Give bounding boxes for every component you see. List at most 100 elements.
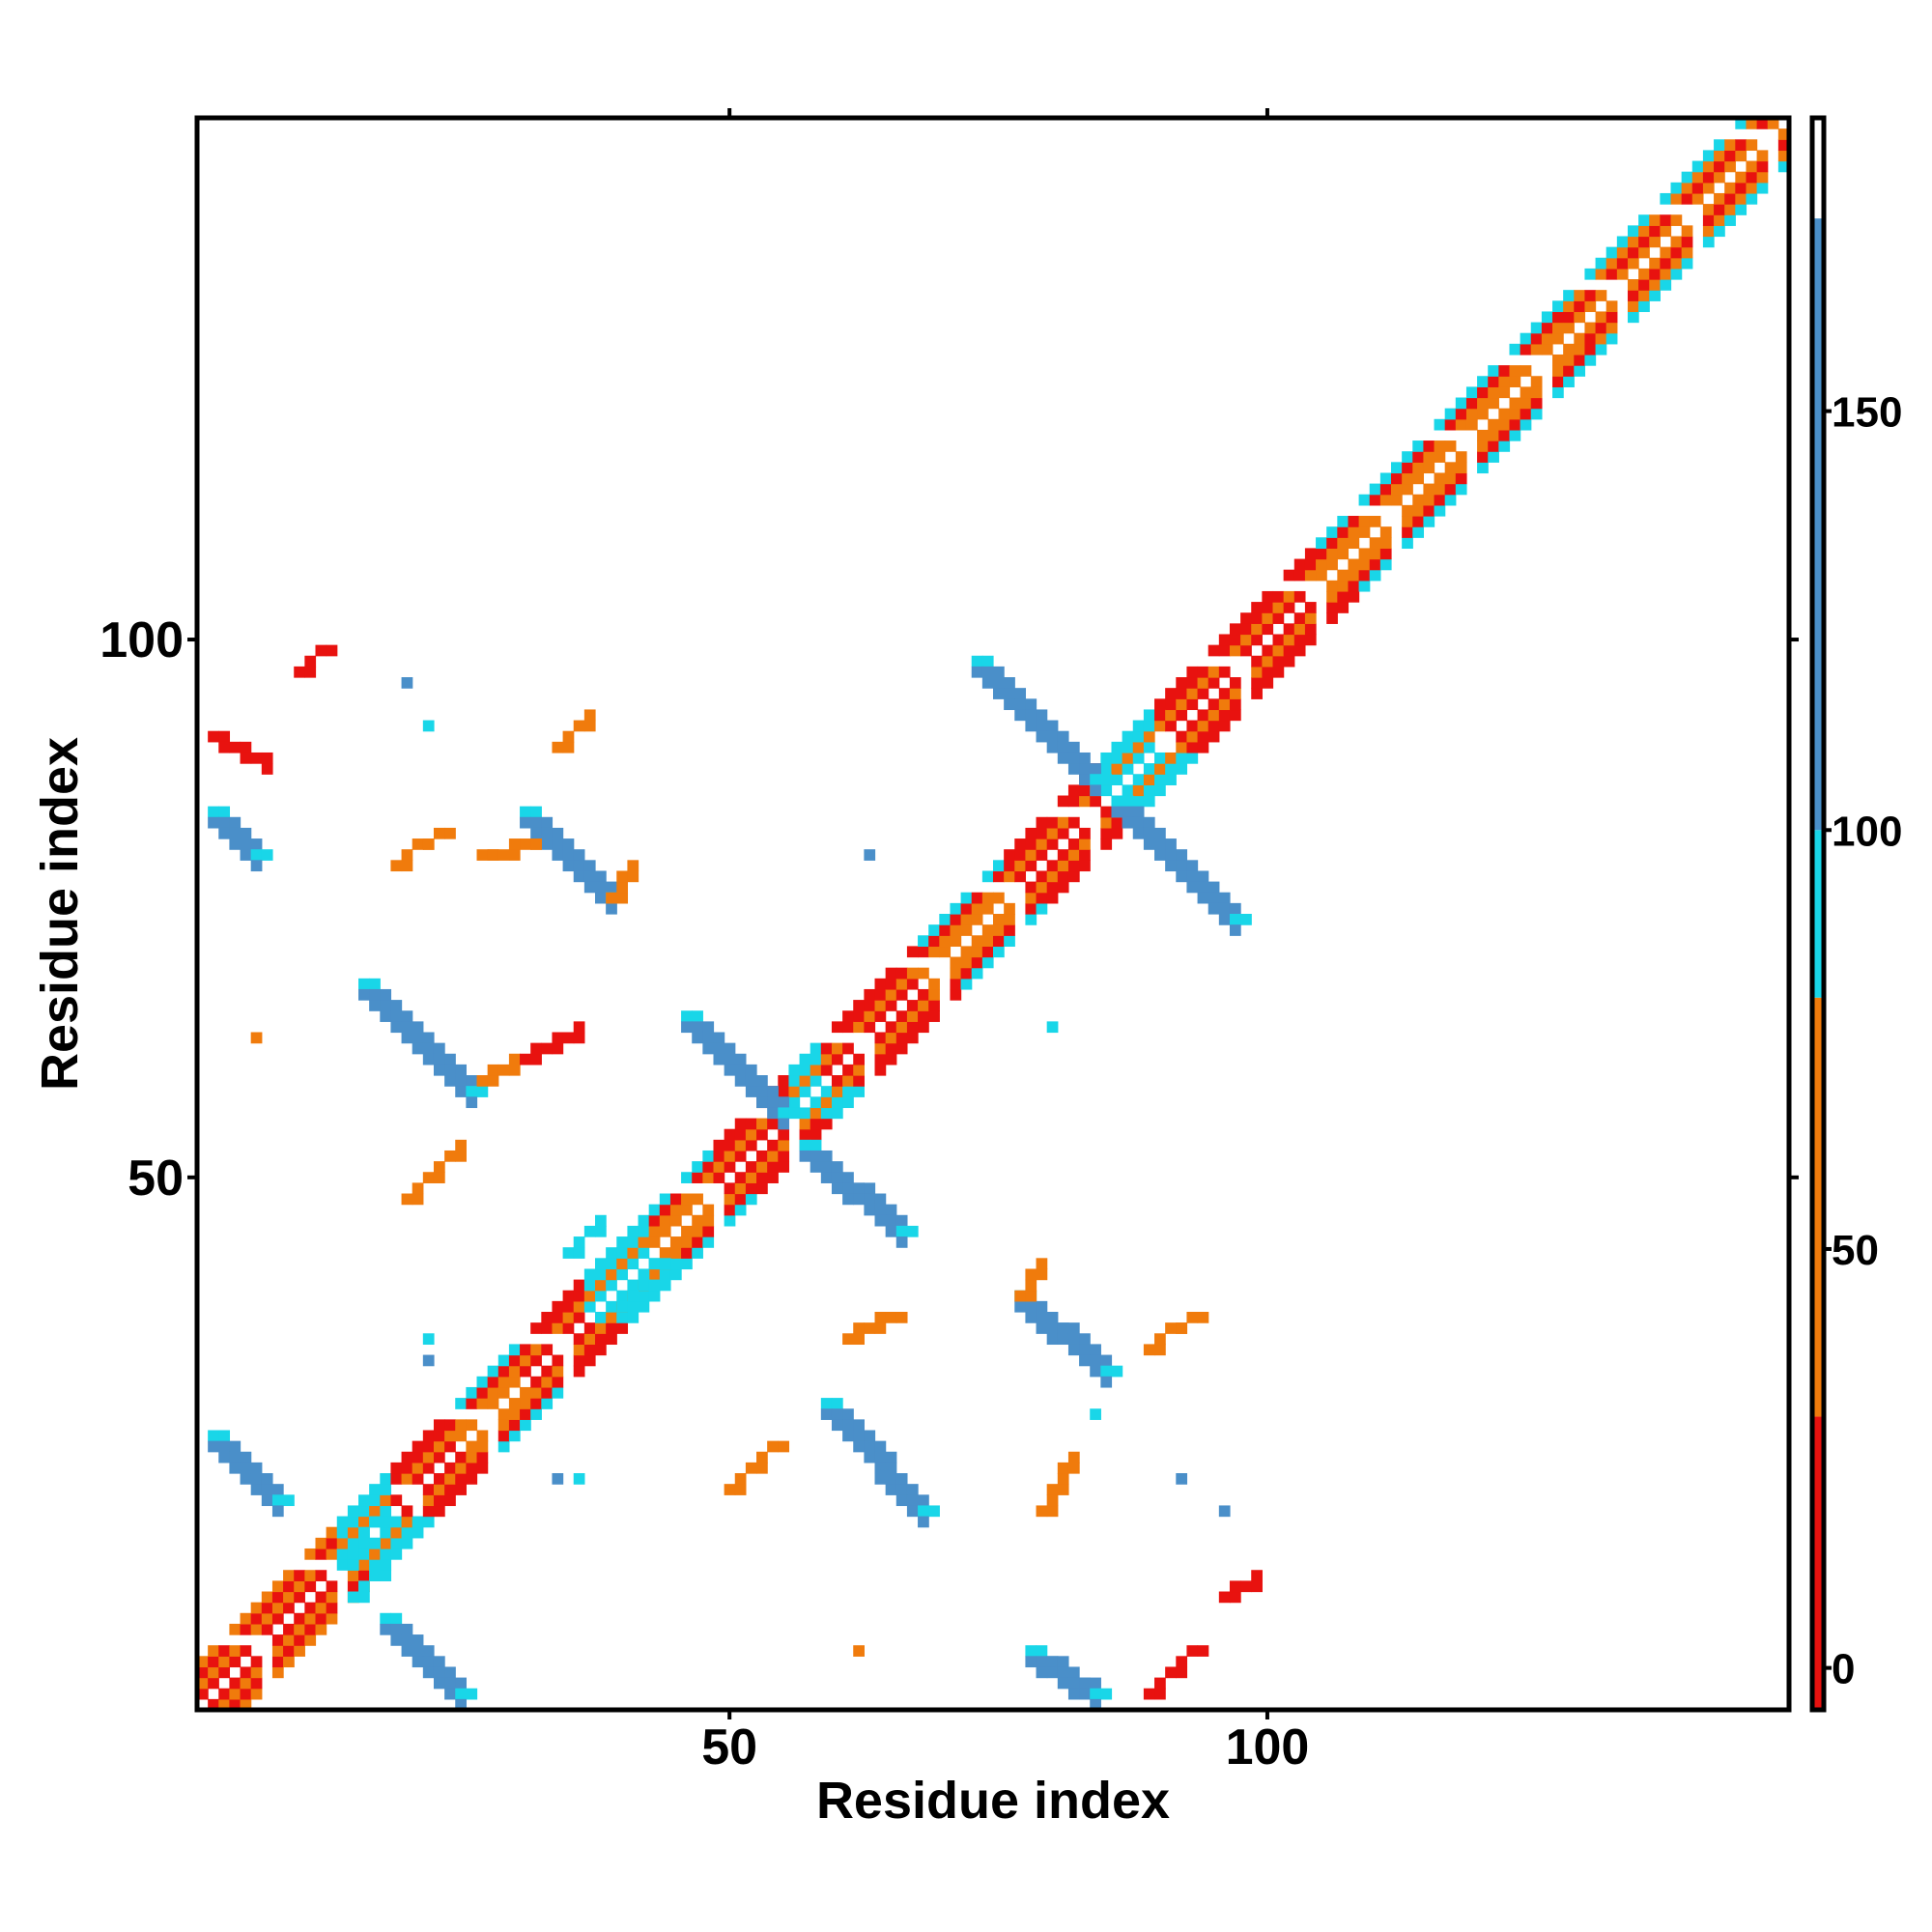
diagonal-cell xyxy=(294,1580,305,1593)
diagonal-cell xyxy=(724,1161,736,1173)
diagonal-cell xyxy=(950,988,962,1001)
contact-cell xyxy=(1025,1645,1037,1657)
contact-cell xyxy=(874,1473,887,1485)
contact-cell xyxy=(1046,1312,1059,1323)
diagonal-cell xyxy=(627,1279,639,1292)
contact-cell xyxy=(713,1053,725,1065)
diagonal-cell xyxy=(993,892,1005,904)
diagonal-cell xyxy=(240,1623,252,1635)
diagonal-cell xyxy=(1036,902,1048,915)
contact-cell xyxy=(271,1505,284,1518)
contact-cell xyxy=(734,1484,747,1495)
contact-cell xyxy=(508,1053,521,1065)
contact-cell xyxy=(1154,1333,1166,1346)
contact-point xyxy=(573,1473,585,1485)
contact-cell xyxy=(1057,1677,1069,1690)
diagonal-cell xyxy=(1670,214,1683,226)
diagonal-cell xyxy=(1520,343,1532,355)
contact-point xyxy=(1090,1408,1101,1420)
diagonal-cell xyxy=(993,935,1005,948)
diagonal-cell xyxy=(648,1225,661,1237)
contact-cell xyxy=(1057,1666,1069,1679)
contact-cell xyxy=(810,1139,822,1151)
diagonal-cell xyxy=(271,1634,284,1646)
diagonal-cell xyxy=(261,1591,273,1604)
diagonal-cell xyxy=(616,1247,629,1259)
diagonal-cell xyxy=(390,1494,403,1507)
contact-cell xyxy=(261,752,273,764)
diagonal-cell xyxy=(1488,418,1499,431)
diagonal-cell xyxy=(681,1204,693,1216)
diagonal-cell xyxy=(1036,881,1048,894)
diagonal-cell xyxy=(1176,741,1188,753)
diagonal-cell xyxy=(659,1193,671,1206)
diagonal-cell xyxy=(1025,827,1037,839)
diagonal-cell xyxy=(304,1623,317,1635)
diagonal-cell xyxy=(1616,236,1629,248)
diagonal-cell xyxy=(853,1064,865,1076)
diagonal-cell xyxy=(552,1365,564,1378)
diagonal-cell xyxy=(1057,816,1069,829)
diagonal-cell xyxy=(1595,332,1607,345)
contact-cell xyxy=(250,1484,263,1495)
diagonal-cell xyxy=(692,1172,703,1183)
diagonal-cell xyxy=(433,1451,445,1463)
diagonal-cell xyxy=(756,1128,768,1141)
diagonal-cell xyxy=(1132,752,1145,764)
diagonal-cell xyxy=(1369,483,1381,496)
diagonal-cell xyxy=(1229,688,1241,699)
contact-point xyxy=(1046,1021,1059,1034)
contact-cell xyxy=(476,1075,489,1087)
diagonal-cell xyxy=(1681,192,1693,205)
diagonal-cell xyxy=(745,1182,757,1195)
contact-cell xyxy=(820,1408,833,1420)
diagonal-cell xyxy=(444,1494,456,1507)
diagonal-cell xyxy=(1477,386,1489,399)
colorbar-segment xyxy=(1812,1416,1824,1710)
contact-cell xyxy=(1046,1656,1059,1668)
diagonal-cell xyxy=(895,967,908,980)
contact-cell xyxy=(906,1505,919,1518)
diagonal-cell xyxy=(1465,418,1478,431)
contact-cell xyxy=(1218,1591,1231,1604)
y-axis-label: Residue index xyxy=(31,737,89,1091)
contact-cell xyxy=(778,1118,790,1130)
contact-cell xyxy=(1046,1333,1059,1346)
diagonal-cell xyxy=(1756,160,1769,173)
diagonal-cell xyxy=(981,924,994,936)
diagonal-cell xyxy=(1337,590,1350,603)
contact-cell xyxy=(1036,1258,1048,1270)
diagonal-cell xyxy=(358,1548,370,1560)
diagonal-cell xyxy=(1293,590,1306,603)
diagonal-cell xyxy=(476,1398,489,1409)
contact-cell xyxy=(1197,1312,1209,1323)
diagonal-cell xyxy=(294,1570,305,1581)
diagonal-cell xyxy=(369,1505,381,1518)
diagonal-cell xyxy=(520,1386,531,1399)
diagonal-cell xyxy=(1293,623,1306,636)
contact-cell xyxy=(218,741,231,753)
contact-point xyxy=(401,677,413,689)
diagonal-cell xyxy=(981,892,994,904)
contact-cell xyxy=(433,1677,445,1690)
diagonal-cell xyxy=(552,1354,564,1367)
diagonal-cell xyxy=(294,1645,305,1657)
diagonal-cell xyxy=(1563,311,1575,324)
diagonal-cell xyxy=(573,1300,585,1313)
contact-cell xyxy=(734,1064,747,1076)
diagonal-cell xyxy=(1293,634,1306,646)
diagonal-cell xyxy=(1379,526,1392,538)
diagonal-cell xyxy=(1272,634,1285,646)
contact-cell xyxy=(1197,1645,1209,1657)
contact-cell xyxy=(444,1075,456,1087)
diagonal-cell xyxy=(1229,709,1241,722)
diagonal-cell xyxy=(960,978,973,990)
diagonal-cell xyxy=(669,1193,682,1206)
diagonal-cell xyxy=(1434,440,1446,452)
contact-point xyxy=(250,1032,263,1044)
diagonal-cell xyxy=(627,1247,639,1259)
diagonal-cell xyxy=(1004,849,1015,861)
diagonal-cell xyxy=(401,1516,413,1528)
contact-cell xyxy=(1154,1677,1166,1690)
contact-cell xyxy=(853,1419,865,1432)
